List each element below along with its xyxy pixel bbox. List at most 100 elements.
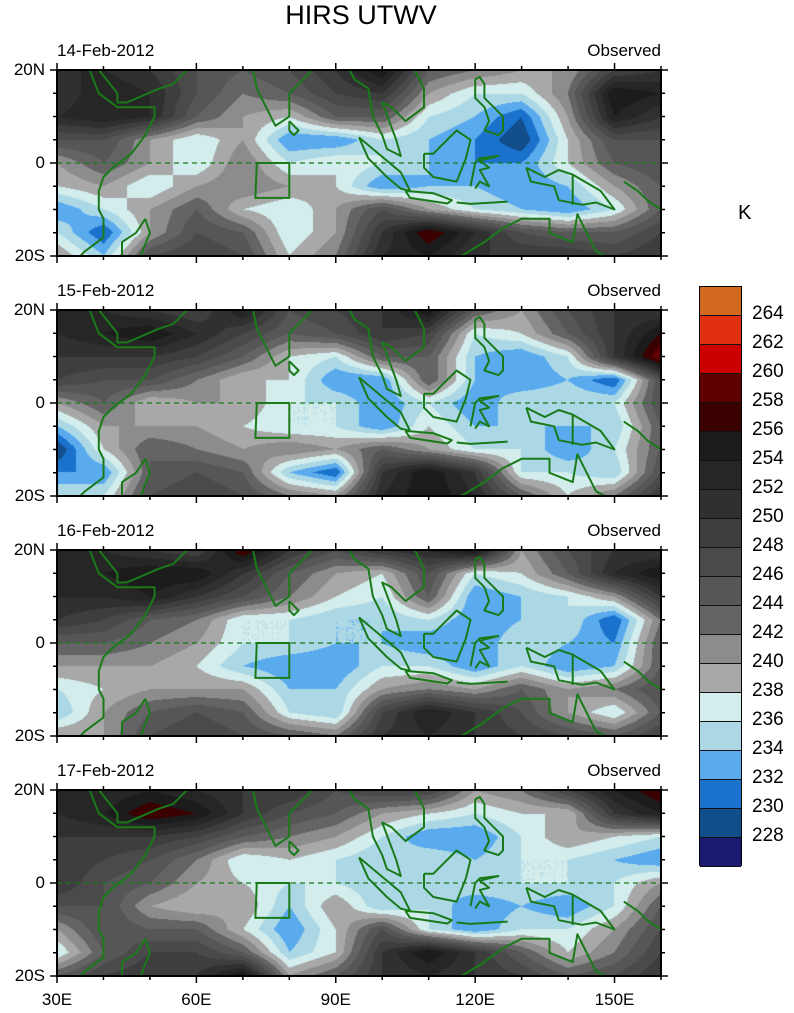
colorbar-label: 262 xyxy=(752,332,784,353)
map-panel: 14-Feb-2012 Observed xyxy=(50,41,668,263)
panel-date: 15-Feb-2012 xyxy=(57,281,155,300)
colorbar-label: 242 xyxy=(752,622,784,643)
coastline xyxy=(79,790,156,976)
figure-title: HIRS UTWV xyxy=(285,0,437,30)
map-panel: 15-Feb-2012 Observed xyxy=(50,281,668,503)
coastline xyxy=(469,635,500,670)
coastline xyxy=(623,900,661,931)
colorbar xyxy=(699,286,742,867)
colorbar-swatch xyxy=(700,751,741,780)
coastline xyxy=(469,395,500,430)
colorbar-swatch xyxy=(700,519,741,548)
region-box xyxy=(254,162,291,199)
coastline xyxy=(358,136,412,192)
colorbar-swatch xyxy=(700,490,741,519)
colorbar-swatch xyxy=(700,635,741,664)
coastline xyxy=(288,600,300,617)
coastline xyxy=(358,376,412,432)
colorbar-label: 264 xyxy=(752,303,784,324)
colorbar-swatch xyxy=(700,345,741,374)
longitude-label: 150E xyxy=(594,990,635,1009)
coastline xyxy=(98,310,188,344)
coastline xyxy=(623,420,661,451)
map-overlay xyxy=(50,783,668,983)
colorbar-label: 232 xyxy=(752,767,784,788)
coastline xyxy=(98,790,188,824)
colorbar-swatch xyxy=(700,693,741,722)
coastline xyxy=(252,550,314,607)
latitude-label: 0 xyxy=(35,873,45,892)
longitude-label: 120E xyxy=(455,990,495,1009)
colorbar-label: 250 xyxy=(752,506,784,527)
coastline xyxy=(358,616,412,672)
coastline xyxy=(404,189,453,205)
panel-date: 14-Feb-2012 xyxy=(57,41,155,60)
colorbar-label: 240 xyxy=(752,651,784,672)
colorbar-label: 236 xyxy=(752,709,784,730)
colorbar-swatch xyxy=(700,316,741,345)
coastline xyxy=(623,660,661,691)
coastline xyxy=(121,698,151,736)
coastline xyxy=(525,886,616,931)
coastline xyxy=(348,790,425,877)
coastline xyxy=(358,856,412,912)
colorbar-label: 246 xyxy=(752,564,784,585)
coastline xyxy=(456,920,508,925)
coastline xyxy=(79,550,156,736)
coastline xyxy=(79,310,156,496)
coastline xyxy=(423,369,472,423)
coastline xyxy=(423,129,472,183)
coastline xyxy=(79,70,156,256)
colorbar-swatch xyxy=(700,838,741,867)
colorbar-swatch xyxy=(700,432,741,461)
coastline xyxy=(459,693,606,736)
colorbar-swatch xyxy=(700,722,741,751)
coastline xyxy=(525,646,616,691)
panel-source-label: Observed xyxy=(587,41,661,60)
coastline xyxy=(121,218,151,256)
coastline xyxy=(288,120,300,137)
coastline xyxy=(98,70,188,104)
latitude-label: 20S xyxy=(14,246,45,265)
coastline xyxy=(474,796,504,857)
colorbar-swatch xyxy=(700,461,741,490)
colorbar-label: 260 xyxy=(752,361,784,382)
colorbar-label: 258 xyxy=(752,390,784,411)
colorbar-label: 254 xyxy=(752,448,784,469)
coastline xyxy=(459,933,606,976)
colorbar-swatch xyxy=(700,664,741,693)
panel-date: 17-Feb-2012 xyxy=(57,761,155,780)
coastline xyxy=(404,669,453,685)
colorbar-swatch xyxy=(700,606,741,635)
region-box xyxy=(254,402,291,439)
colorbar-swatch xyxy=(700,809,741,838)
colorbar-swatch xyxy=(700,577,741,606)
colorbar-swatch xyxy=(700,780,741,809)
coastline xyxy=(525,406,616,451)
colorbar-label: 230 xyxy=(752,796,784,817)
longitude-label: 60E xyxy=(181,990,212,1009)
latitude-label: 20N xyxy=(13,300,45,319)
colorbar-swatch xyxy=(700,287,741,316)
colorbar-swatch xyxy=(700,548,741,577)
colorbar-label: 256 xyxy=(752,419,784,440)
map-overlay xyxy=(50,543,668,743)
latitude-label: 20N xyxy=(13,540,45,559)
coastline xyxy=(348,310,425,397)
map-overlay xyxy=(50,303,668,503)
longitude-label: 90E xyxy=(320,990,351,1009)
coastline xyxy=(423,849,472,903)
coastline xyxy=(525,166,616,211)
coastline xyxy=(404,429,453,445)
region-box xyxy=(254,642,291,679)
colorbar-label: 234 xyxy=(752,738,784,759)
coastline xyxy=(288,840,300,857)
latitude-label: 20N xyxy=(13,60,45,79)
panel-source-label: Observed xyxy=(587,281,661,300)
coastline xyxy=(252,790,314,847)
map-panel: 16-Feb-2012 Observed xyxy=(50,521,668,743)
coastline xyxy=(469,155,500,190)
coastline xyxy=(459,453,606,496)
colorbar-swatch xyxy=(700,374,741,403)
